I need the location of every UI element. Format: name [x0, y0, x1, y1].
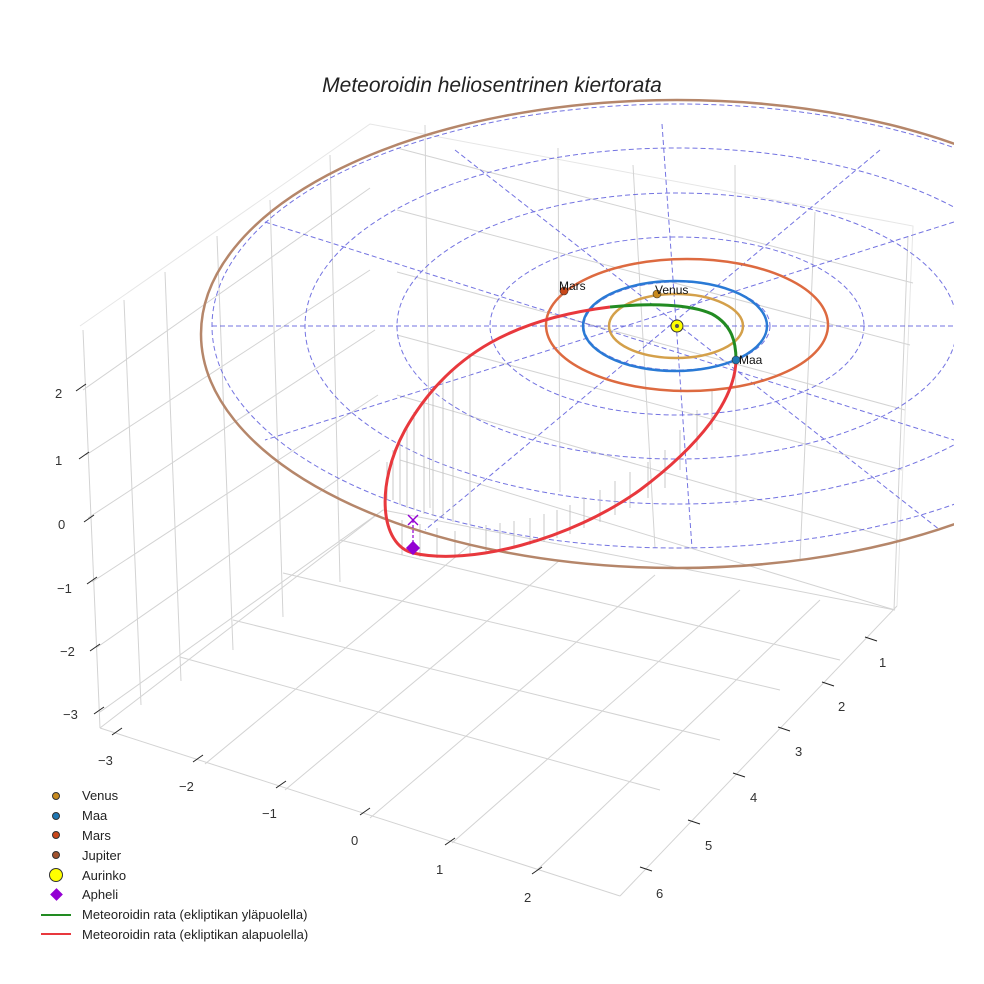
projection-lines — [386, 355, 713, 558]
legend-item-mars: Mars — [40, 826, 308, 846]
earth-marker — [731, 355, 741, 365]
svg-text:6: 6 — [656, 886, 663, 901]
legend-item-apheli: Apheli — [40, 885, 308, 905]
legend-item-venus: Venus — [40, 786, 308, 806]
z-axis-tick-labels: 2 1 0 −1 −2 −3 — [55, 386, 78, 722]
svg-text:−3: −3 — [98, 753, 113, 768]
svg-text:4: 4 — [750, 790, 757, 805]
svg-text:3: 3 — [795, 744, 802, 759]
mars-label: Mars — [559, 279, 586, 293]
mars-orbit — [544, 257, 830, 393]
x-axis-tick-labels: −3 −2 −1 0 1 2 — [98, 753, 531, 905]
svg-text:−2: −2 — [179, 779, 194, 794]
legend-item-orbit-below: Meteoroidin rata (ekliptikan alapuolella… — [40, 925, 308, 945]
chart-title: Meteoroidin heliosentrinen kiertorata — [322, 74, 662, 97]
mars-dot-icon — [52, 831, 60, 840]
legend-item-jupiter: Jupiter — [40, 845, 308, 865]
sun-icon — [49, 868, 63, 883]
sun-marker — [670, 319, 684, 333]
venus-orbit — [607, 292, 745, 360]
svg-text:−2: −2 — [60, 644, 75, 659]
venus-dot-icon — [52, 791, 60, 800]
earth-label: Maa — [739, 353, 763, 367]
earth-dot-icon — [52, 811, 60, 820]
aphelion-projection-x-icon — [407, 514, 419, 526]
svg-text:2: 2 — [55, 386, 62, 401]
venus-label: Venus — [655, 283, 688, 297]
jupiter-orbit — [199, 98, 954, 570]
svg-text:0: 0 — [58, 517, 65, 532]
svg-text:0: 0 — [351, 833, 358, 848]
y-axis-tick-labels: 1 2 3 4 5 6 — [656, 655, 886, 901]
mars-marker — [559, 286, 569, 296]
legend: Venus Maa Mars Jupiter Aurinko Apheli Me… — [40, 786, 308, 944]
svg-text:5: 5 — [705, 838, 712, 853]
diamond-icon — [50, 888, 63, 901]
red-line-icon — [41, 933, 71, 936]
svg-text:−3: −3 — [63, 707, 78, 722]
svg-text:1: 1 — [436, 862, 443, 877]
meteoroid-orbit-above-ecliptic — [609, 303, 738, 361]
legend-item-orbit-above: Meteoroidin rata (ekliptikan yläpuolella… — [40, 905, 308, 925]
axis-grid — [79, 123, 914, 897]
aphelion-marker — [405, 540, 421, 556]
jupiter-dot-icon — [52, 851, 60, 860]
svg-text:−1: −1 — [57, 581, 72, 596]
earth-orbit — [581, 279, 769, 373]
legend-item-aurinko: Aurinko — [40, 865, 308, 885]
svg-text:2: 2 — [524, 890, 531, 905]
svg-text:2: 2 — [838, 699, 845, 714]
venus-marker — [652, 289, 662, 299]
svg-text:1: 1 — [55, 453, 62, 468]
svg-text:1: 1 — [879, 655, 886, 670]
reference-grid — [211, 103, 954, 549]
svg-text:−1: −1 — [262, 806, 277, 821]
green-line-icon — [41, 913, 71, 916]
legend-item-maa: Maa — [40, 806, 308, 826]
axis-ticks — [75, 383, 878, 875]
